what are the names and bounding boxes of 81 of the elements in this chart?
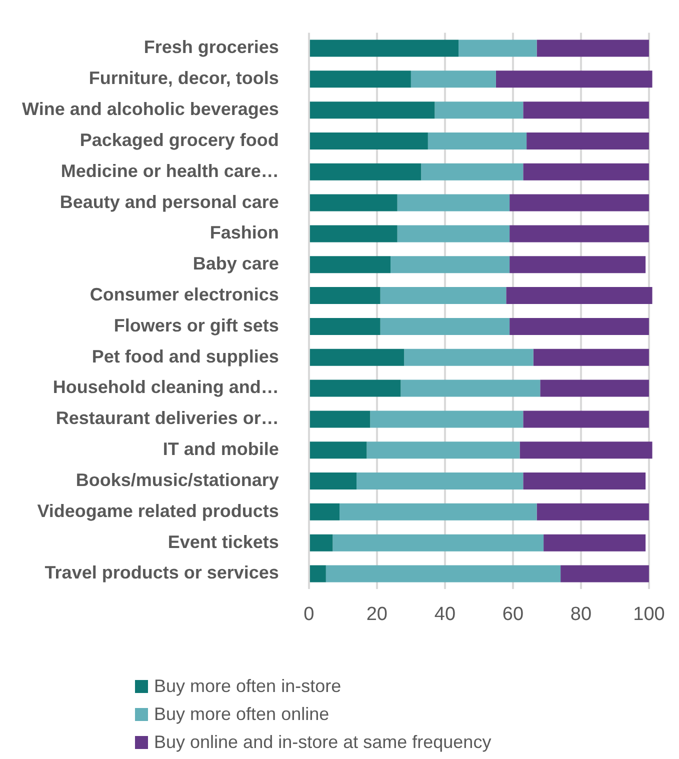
bar: [390, 256, 510, 274]
bar: [340, 503, 537, 520]
bar: [310, 318, 380, 335]
y-tick-label: Packaged grocery food: [80, 130, 279, 150]
bar: [310, 163, 422, 180]
y-tick-label: IT and mobile: [162, 439, 279, 460]
bar: [536, 503, 649, 520]
y-tick-label: Furniture, decor, tools: [88, 68, 279, 88]
bar: [540, 380, 649, 397]
bar: [523, 163, 649, 180]
bar: [310, 348, 404, 366]
y-tick-label: Flowers or gift sets: [114, 315, 279, 336]
bar: [310, 410, 370, 428]
bar: [310, 380, 401, 397]
bar: [523, 472, 646, 490]
x-tick-label: 80: [570, 604, 592, 625]
bar: [326, 565, 561, 582]
legend-label: Buy more often in-store: [154, 676, 342, 696]
bar: [510, 194, 649, 212]
x-tick-label: 60: [502, 604, 524, 625]
bar: [397, 194, 510, 212]
bar: [310, 472, 357, 490]
bar: [400, 380, 540, 397]
y-tick-label: Beauty and personal care: [60, 192, 279, 212]
bar: [520, 442, 652, 459]
y-tick-label: Baby care: [192, 254, 279, 274]
x-tick-label: 0: [304, 604, 314, 625]
bar: [510, 256, 646, 274]
bar: [544, 534, 646, 552]
bar: [310, 70, 411, 88]
legend-label: Buy more often online: [154, 704, 330, 724]
y-tick-label: Household cleaning and…: [52, 377, 279, 398]
bar: [310, 225, 398, 242]
y-tick-label: Wine and alcoholic beverages: [22, 99, 279, 120]
y-tick-label: Medicine or health care…: [60, 160, 279, 181]
bar: [434, 102, 524, 119]
y-tick-label: Travel products or services: [44, 562, 279, 583]
bar: [404, 348, 534, 366]
bar: [332, 534, 544, 552]
bar: [310, 287, 380, 304]
y-tick-label: Pet food and supplies: [92, 346, 279, 366]
bar: [310, 565, 326, 582]
bar: [397, 225, 510, 242]
y-tick-label: Restaurant deliveries or…: [56, 408, 279, 428]
y-tick-label: Fresh groceries: [144, 37, 279, 58]
y-tick-label: Event tickets: [168, 532, 279, 552]
bar: [496, 70, 652, 88]
bar: [310, 194, 398, 212]
bar: [533, 348, 649, 366]
bar: [523, 410, 649, 428]
bar: [506, 287, 652, 304]
y-tick-label: Fashion: [210, 222, 279, 243]
bar: [310, 132, 428, 150]
bar: [560, 565, 649, 582]
bar: [310, 102, 435, 119]
bar: [523, 102, 649, 119]
bar: [310, 442, 367, 459]
bar: [366, 442, 520, 459]
bar: [536, 40, 649, 57]
bar: [510, 318, 649, 335]
bar: [526, 132, 649, 150]
x-tick-label: 40: [434, 604, 456, 625]
bar: [510, 225, 649, 242]
bar: [458, 40, 537, 57]
bar: [310, 40, 459, 57]
bar: [380, 287, 506, 304]
bar: [410, 70, 496, 88]
bar: [310, 534, 333, 552]
bar: [310, 503, 340, 520]
bar: [370, 410, 524, 428]
legend-label: Buy online and in-store at same frequency: [154, 732, 492, 752]
bar: [310, 256, 391, 274]
bar: [356, 472, 524, 490]
y-tick-label: Videogame related products: [37, 500, 279, 521]
x-tick-label: 100: [633, 604, 665, 625]
x-tick-label: 20: [366, 604, 388, 625]
bar: [428, 132, 527, 150]
bar: [421, 163, 524, 180]
y-tick-label: Consumer electronics: [90, 284, 279, 305]
bar: [380, 318, 510, 335]
y-tick-label: Books/music/stationary: [76, 470, 279, 490]
